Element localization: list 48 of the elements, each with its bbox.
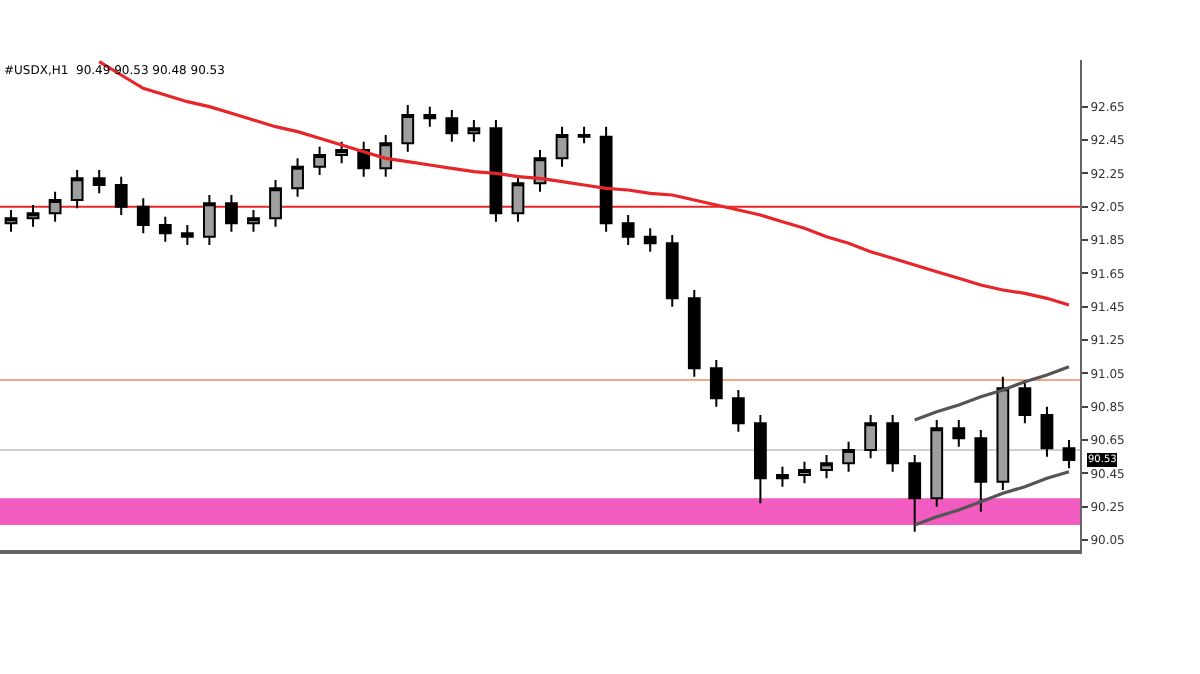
candlestick xyxy=(577,125,591,145)
candlestick xyxy=(709,359,723,408)
candlestick xyxy=(930,419,944,508)
candlestick xyxy=(886,414,900,473)
candlestick xyxy=(996,375,1010,491)
candlestick xyxy=(864,414,878,460)
candlestick xyxy=(114,175,128,216)
candlestick xyxy=(401,104,415,153)
candlestick xyxy=(92,169,106,195)
candlestick xyxy=(136,197,150,235)
candlestick xyxy=(247,209,260,233)
candlestick xyxy=(842,440,855,473)
candlestick xyxy=(731,389,745,433)
line-series xyxy=(913,470,1071,527)
candlestick xyxy=(423,105,437,128)
candlestick xyxy=(908,454,922,533)
candlestick xyxy=(291,157,304,198)
candlestick xyxy=(445,109,459,143)
candlestick xyxy=(70,169,84,210)
candlestick xyxy=(4,209,18,233)
candlestick xyxy=(599,125,613,233)
candlestick xyxy=(776,465,789,488)
candlestick xyxy=(974,429,988,513)
candlestick xyxy=(665,234,679,308)
line-series xyxy=(913,365,1071,422)
candlestick xyxy=(1018,379,1032,425)
candlestick xyxy=(621,214,635,246)
candlestick xyxy=(26,204,40,228)
candlestick xyxy=(467,119,481,143)
candlestick xyxy=(335,140,349,165)
candlestick xyxy=(269,179,282,228)
candlestick xyxy=(511,174,525,223)
candlestick xyxy=(820,454,833,480)
candlestick xyxy=(202,194,216,246)
candlestick xyxy=(687,289,701,378)
candlestick xyxy=(1062,439,1076,470)
candlestick xyxy=(313,145,326,176)
candlestick xyxy=(754,414,767,505)
candlestick xyxy=(555,125,569,168)
candlestick xyxy=(798,460,811,485)
candlestick xyxy=(225,194,238,233)
candlestick xyxy=(952,419,966,448)
candlestick xyxy=(158,215,172,243)
candlestick xyxy=(180,224,194,246)
candlestick xyxy=(1040,405,1054,458)
candlestick xyxy=(643,227,657,253)
candlestick xyxy=(489,119,503,223)
candlestick xyxy=(48,190,62,223)
